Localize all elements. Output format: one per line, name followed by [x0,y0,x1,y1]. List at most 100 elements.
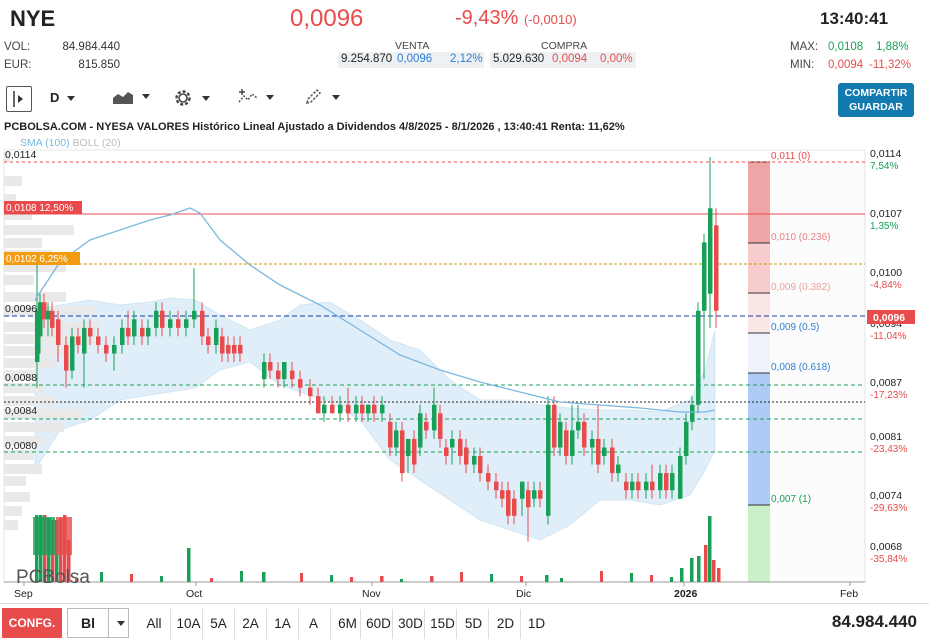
candle-body [714,225,719,311]
candle-body [546,404,551,516]
timeframe-10a[interactable]: 10A [170,609,206,639]
candle-body [262,362,267,380]
right-axis-value: 0,0068 [870,541,902,553]
candle-body [538,490,543,499]
volume-total: 84.984.440 [831,612,917,631]
volume-bar [600,571,603,582]
candle-body [636,481,641,491]
volume-bar [350,577,353,582]
candle-body [670,473,675,491]
vol-value: 84.984.440 [62,41,120,53]
timeframe-5d[interactable]: 5D [456,609,490,639]
select-divider [108,609,109,637]
candle-body [624,481,629,491]
mid-tag-bg [4,252,80,265]
volume-profile-bar [4,422,64,432]
volume-bar [520,576,523,582]
drawing-select[interactable] [304,88,340,114]
timeframe-1a[interactable]: 1A [266,609,298,639]
volume-profile-bar [4,210,32,220]
candle-body [702,242,707,311]
left-price-label: 0,0088 [5,372,37,384]
ticker-symbol: NYE [10,6,56,31]
candle-body [564,430,569,457]
candle-body [200,310,205,337]
sma-legend[interactable]: SMA (100) [20,137,70,149]
fib-shade [770,162,865,582]
candle-body [206,336,211,345]
config-button[interactable]: CONFG. [2,608,62,638]
candle-body [552,404,557,448]
vol-label: VOL: [4,41,31,53]
sidebar-toggle-icon [13,91,23,107]
boll-legend[interactable]: BOLL (20) [72,137,121,149]
candle-body [602,447,607,457]
fib-level-label: 0,007 (1) [771,494,811,505]
chevron-down-icon [332,94,340,100]
volume-profile-bar [4,476,26,486]
timeframe-2a[interactable]: 2A [234,609,266,639]
candle-body [512,498,517,516]
period-value: D [50,90,60,105]
candle-body [268,362,273,371]
current-price-tag-bg [867,310,915,324]
indicator-legend[interactable]: SMA (100) BOLL (20) [20,137,121,149]
candle-body [478,456,483,474]
timeframe-all[interactable]: All [146,616,162,631]
candle-body [616,464,621,474]
price-chart[interactable]: 0,011 (0) 0,010 (0.236) 0,009 (0.382) 0,009… [0,118,929,600]
timeframe-60d[interactable]: 60D [360,609,396,639]
share-save-button[interactable]: COMPARTIR GUARDAR [838,83,914,117]
settings-select[interactable] [172,87,210,113]
period-select[interactable]: D [50,90,76,116]
volume-bar [210,578,213,582]
timeframe-15d[interactable]: 15D [424,609,460,639]
fib-level-zone [748,243,770,293]
compra-label: COMPRA [541,40,588,52]
timeframe-1d[interactable]: 1D [520,609,552,639]
volume-bar [630,573,633,582]
sidebar-toggle-button[interactable] [6,86,32,112]
timeframe-6m[interactable]: 6M [330,609,364,639]
candle-body [450,438,455,448]
volume-profile-bar [4,275,34,285]
volume-bar [240,571,243,582]
candle-body [664,473,669,491]
candle-body [316,396,321,414]
candle-body [520,481,525,499]
volume-bar [717,568,721,582]
candle-body [330,404,335,414]
chart-toolbar: D [0,82,929,116]
volume-bar [670,577,673,582]
volume-profile-bar [4,238,42,248]
timeframe-5a[interactable]: 5A [202,609,234,639]
candle-body [298,379,303,388]
sma-line [34,207,716,413]
share-label: COMPARTIR [844,87,908,99]
timeframe-30d[interactable]: 30D [392,609,428,639]
candle-body [596,438,601,465]
timeframe-2d[interactable]: 2D [488,609,522,639]
candle-body [176,319,181,328]
candle-body [658,473,663,491]
timeframe-bar: CONFG. Bl All 10A 5A 2A 1A A 6M 60D 30D 15D 5D 2D 1D… [0,603,929,643]
chart-canvas[interactable]: 0,011 (0) 0,010 (0.236) 0,009 (0.382) 0,009… [0,118,929,600]
fib-level-zone [748,162,770,243]
indicators-select[interactable] [238,88,274,114]
x-axis-label: Feb [840,588,858,600]
volume-bar [67,540,71,582]
candle-body [232,344,237,354]
chart-type-select[interactable] [112,88,150,114]
volume-profile-bar [4,176,22,186]
venta-box: 9.254.870 0,0096 2,12% [338,52,484,68]
candle-body [494,481,499,491]
candle-body [380,404,385,414]
chart-mode-select[interactable]: Bl [67,608,129,638]
candle-body [126,327,131,337]
candle-body [322,404,327,414]
chevron-down-icon [202,95,210,101]
timeframe-a[interactable]: A [298,609,328,639]
compra-pct: 0,00% [600,53,633,65]
candle-body [282,362,287,380]
right-axis-value: 0,0114 [870,148,901,160]
